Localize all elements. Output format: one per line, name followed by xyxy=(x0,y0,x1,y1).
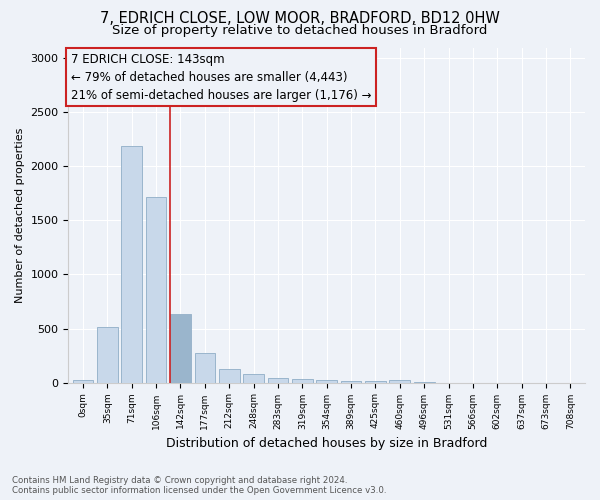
Bar xyxy=(341,381,361,382)
Bar xyxy=(219,368,239,382)
Bar xyxy=(170,314,191,382)
Text: 7 EDRICH CLOSE: 143sqm
← 79% of detached houses are smaller (4,443)
21% of semi-: 7 EDRICH CLOSE: 143sqm ← 79% of detached… xyxy=(71,52,371,102)
Text: 7, EDRICH CLOSE, LOW MOOR, BRADFORD, BD12 0HW: 7, EDRICH CLOSE, LOW MOOR, BRADFORD, BD1… xyxy=(100,11,500,26)
X-axis label: Distribution of detached houses by size in Bradford: Distribution of detached houses by size … xyxy=(166,437,487,450)
Bar xyxy=(97,328,118,382)
Bar xyxy=(121,146,142,382)
Bar xyxy=(292,380,313,382)
Bar xyxy=(389,380,410,382)
Bar xyxy=(243,374,264,382)
Bar xyxy=(73,380,94,382)
Text: Size of property relative to detached houses in Bradford: Size of property relative to detached ho… xyxy=(112,24,488,37)
Text: Contains HM Land Registry data © Crown copyright and database right 2024.
Contai: Contains HM Land Registry data © Crown c… xyxy=(12,476,386,495)
Bar xyxy=(146,196,166,382)
Y-axis label: Number of detached properties: Number of detached properties xyxy=(15,128,25,302)
Bar xyxy=(268,378,289,382)
Bar xyxy=(316,380,337,382)
Bar xyxy=(194,354,215,382)
